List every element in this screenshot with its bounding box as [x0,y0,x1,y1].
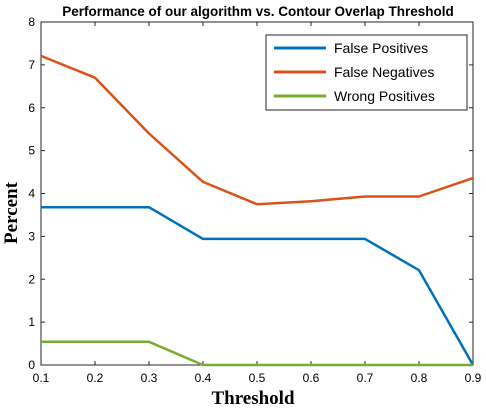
y-tick-label: 7 [28,58,35,72]
y-tick-label: 6 [28,101,35,115]
x-tick-label: 0.4 [195,371,212,385]
x-tick-label: 0.1 [33,371,50,385]
x-tick-label: 0.7 [357,371,374,385]
legend: False Positives False Negatives Wrong Posi… [265,34,468,111]
x-tick-label: 0.6 [303,371,320,385]
x-tick-label: 0.5 [249,371,266,385]
y-tick-label: 3 [28,229,35,243]
x-axis-label: Threshold [211,388,295,409]
y-axis: 0 1 2 3 4 5 6 7 8 [28,15,473,372]
y-tick-label: 8 [28,15,35,29]
y-tick-label: 0 [28,358,35,372]
x-tick-label: 0.3 [141,371,158,385]
y-tick-label: 1 [28,315,35,329]
x-tick-label: 0.2 [87,371,104,385]
y-tick-label: 5 [28,144,35,158]
x-axis: 0.1 0.2 0.3 0.4 0.5 0.6 0.7 0.8 0.9 [33,22,482,385]
series-line-2 [40,54,474,206]
x-tick-label: 0.9 [465,371,482,385]
series-layer [40,54,475,367]
x-tick-label: 0.8 [411,371,428,385]
legend-label-2: False Negatives [334,64,434,80]
chart-title: Performance of our algorithm vs. Contour… [62,4,454,19]
legend-label-3: Wrong Positives [334,88,435,104]
y-axis-label: Percent [1,181,22,244]
legend-label-1: False Positives [334,40,428,56]
series-line-1 [41,205,475,366]
series-line-3 [41,340,473,367]
y-tick-label: 4 [28,187,35,201]
y-tick-label: 2 [28,272,35,286]
